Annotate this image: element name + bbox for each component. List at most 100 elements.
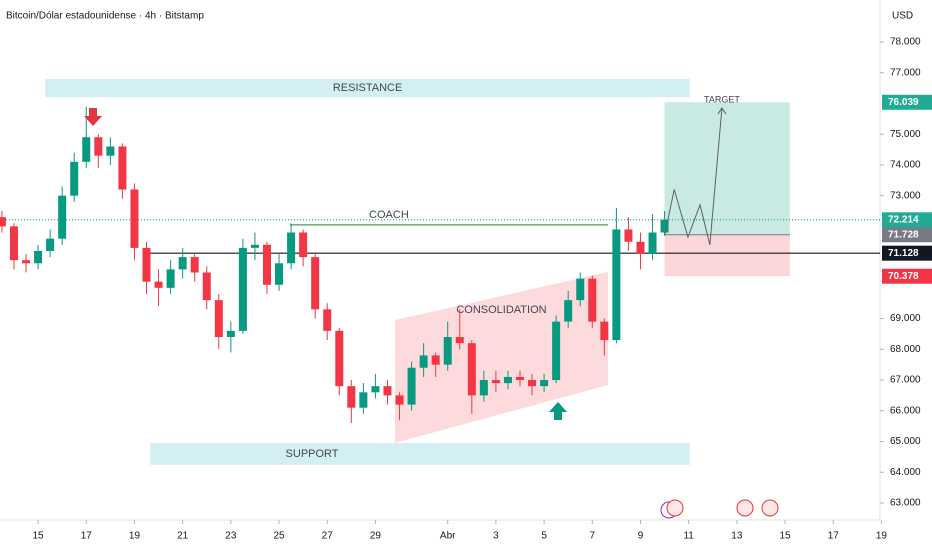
y-tick-label: 77.000 (890, 67, 921, 78)
candle-body (503, 376, 512, 384)
price-tag-label: 71.128 (888, 248, 919, 259)
candle-body (443, 337, 452, 365)
price-tag (882, 268, 932, 284)
x-tick-label: 13 (731, 531, 743, 542)
candle-body (648, 232, 657, 255)
candle-body (395, 395, 404, 405)
candle-body (178, 257, 187, 270)
x-tick-label: 21 (177, 531, 189, 542)
consolidation-label: CONSOLIDATION (456, 304, 546, 316)
y-tick-label: 64.000 (890, 467, 921, 478)
candle-body (106, 146, 115, 156)
candle-body (118, 146, 127, 190)
candle-body (287, 232, 296, 264)
candle-body (214, 300, 223, 338)
candle-body (323, 309, 332, 331)
event-icon[interactable] (761, 499, 779, 517)
coach-label: COACH (369, 209, 409, 221)
candle-body (275, 263, 284, 285)
candle-body (70, 161, 79, 196)
candle-body (636, 241, 645, 255)
up-arrow (549, 402, 567, 420)
candle-body (455, 337, 464, 344)
price-tag-label: 70.378 (888, 271, 919, 282)
x-tick-label: 27 (322, 531, 334, 542)
candle-body (600, 321, 609, 341)
x-tick-label: 7 (590, 531, 596, 542)
x-tick-label: 5 (541, 531, 547, 542)
x-tick-label: Abr (440, 531, 456, 542)
x-tick-label: 11 (683, 531, 694, 542)
candle-body (142, 247, 151, 282)
x-tick-label: 9 (638, 531, 644, 542)
price-tag (882, 227, 932, 243)
candle-body (190, 257, 199, 273)
y-tick-label: 75.000 (890, 129, 921, 140)
x-tick-label: 29 (370, 531, 382, 542)
price-tag (882, 94, 932, 110)
candle-body (359, 392, 368, 408)
currency: USD (892, 11, 913, 22)
chart-title: Bitcoin/Dólar estadounidense · 4h · Bits… (6, 11, 204, 22)
candle-body (335, 330, 344, 387)
x-tick-label: 19 (129, 531, 141, 542)
y-tick-label: 63.000 (890, 498, 921, 509)
candle-body (660, 219, 669, 233)
candle-body (226, 330, 235, 338)
price-tag-label: 72.214 (888, 214, 919, 225)
x-tick-label: 3 (493, 531, 499, 542)
candle-body (0, 217, 6, 227)
candle-body (347, 386, 356, 408)
candle-body (94, 137, 103, 156)
profit-zone (664, 102, 790, 235)
price-tag (882, 245, 932, 261)
candle-body (491, 380, 500, 384)
projection (664, 108, 723, 245)
consolidation-channel (394, 271, 608, 444)
candle-body (82, 137, 91, 162)
projection-arrowhead (717, 107, 727, 115)
candle-body (46, 238, 55, 251)
y-tick-label: 73.000 (890, 190, 921, 201)
y-tick-label: 66.000 (890, 405, 921, 416)
candle-body (130, 189, 139, 248)
x-tick-label: 23 (225, 531, 237, 542)
candle-body (467, 343, 476, 396)
candle-body (250, 244, 259, 248)
y-tick-label: 78.000 (890, 37, 921, 48)
x-tick-label: 17 (81, 531, 93, 542)
candle-body (371, 386, 380, 393)
candle-body (528, 380, 537, 387)
plot: RESISTANCE SUPPORT CONSOLIDATION COACH TARGE… (0, 78, 880, 465)
x-tick-label: 17 (828, 531, 840, 542)
stop-zone (664, 234, 790, 277)
x-tick-label: 19 (876, 531, 888, 542)
event-icon[interactable] (736, 499, 754, 517)
x-tick-label: 25 (273, 531, 285, 542)
candle-body (311, 257, 320, 310)
candle-body (516, 376, 524, 381)
y-tick-label: 69.000 (890, 313, 921, 324)
candle-body (564, 300, 573, 322)
candle-body (383, 386, 392, 396)
support-zone (150, 443, 690, 465)
candle-body (407, 367, 416, 405)
y-tick-label: 74.000 (890, 160, 921, 171)
candle-body (612, 229, 621, 341)
y-tick-label: 65.000 (890, 436, 921, 447)
candle-body (154, 281, 163, 288)
candle-body (22, 260, 31, 264)
target-label: TARGET (704, 94, 740, 104)
support-label: SUPPORT (286, 448, 339, 460)
candle-body (419, 355, 428, 368)
candle-body (588, 278, 597, 322)
y-tick-label: 67.000 (890, 375, 921, 386)
x-tick-label: 15 (33, 531, 45, 542)
candle-body (540, 380, 549, 387)
price-tag-label: 71.728 (888, 229, 919, 240)
candle-body (166, 269, 175, 288)
resistance-label: RESISTANCE (333, 82, 402, 94)
candle-body (9, 226, 18, 261)
event-icon[interactable] (666, 499, 684, 517)
